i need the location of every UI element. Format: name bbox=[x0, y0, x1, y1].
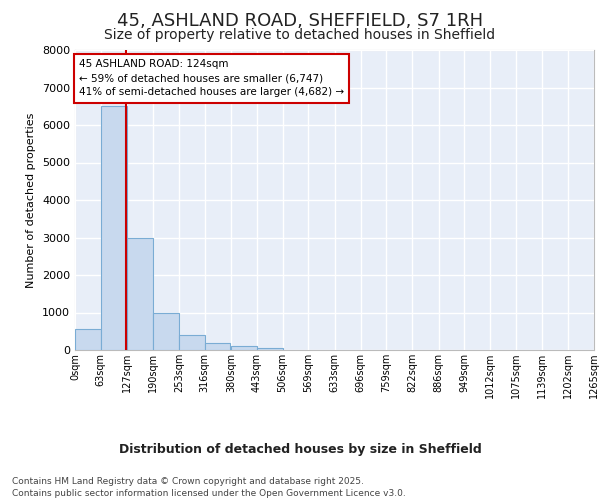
Bar bbox=[153, 312, 179, 350]
Text: Contains HM Land Registry data © Crown copyright and database right 2025.
Contai: Contains HM Land Registry data © Crown c… bbox=[12, 476, 406, 498]
Text: 45 ASHLAND ROAD: 124sqm
← 59% of detached houses are smaller (6,747)
41% of semi: 45 ASHLAND ROAD: 124sqm ← 59% of detache… bbox=[79, 60, 344, 98]
Text: Size of property relative to detached houses in Sheffield: Size of property relative to detached ho… bbox=[104, 28, 496, 42]
Bar bbox=[179, 335, 205, 350]
Y-axis label: Number of detached properties: Number of detached properties bbox=[26, 112, 37, 288]
Bar bbox=[257, 348, 283, 350]
Bar bbox=[231, 346, 257, 350]
Bar bbox=[75, 330, 101, 350]
Bar bbox=[127, 238, 153, 350]
Text: Distribution of detached houses by size in Sheffield: Distribution of detached houses by size … bbox=[119, 442, 481, 456]
Bar bbox=[205, 344, 230, 350]
Bar bbox=[101, 106, 127, 350]
Text: 45, ASHLAND ROAD, SHEFFIELD, S7 1RH: 45, ASHLAND ROAD, SHEFFIELD, S7 1RH bbox=[117, 12, 483, 30]
